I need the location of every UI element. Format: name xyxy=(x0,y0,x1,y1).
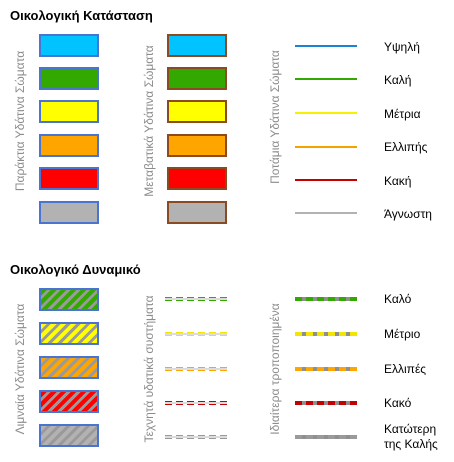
river-line-poor xyxy=(295,146,357,148)
river-line-bad xyxy=(295,179,357,181)
coastal-swatch-bad xyxy=(39,167,99,190)
artificial-label: Τεχνητά υδατικά συστήματα xyxy=(142,295,156,443)
river-line-moderate xyxy=(295,112,357,114)
coastal-swatch-moderate xyxy=(39,100,99,123)
artificial-line-bad xyxy=(165,401,227,405)
lake-swatch-poor xyxy=(39,356,99,379)
lake-swatch-bad xyxy=(39,390,99,413)
status-label-good: Καλή xyxy=(384,73,412,87)
transitional-swatch-bad xyxy=(167,167,227,190)
status-label-moderate: Μέτρια xyxy=(384,107,421,121)
transitional-swatch-unknown xyxy=(167,201,227,224)
modified-line-moderate xyxy=(295,332,357,336)
status-label-bad: Κακή xyxy=(384,174,412,188)
lake-label: Λιμναία Υδάτινα Σώματα xyxy=(13,303,27,435)
river-label: Ποτάμια Υδάτινα Σώματα xyxy=(268,50,282,184)
artificial-line-lower xyxy=(165,435,227,439)
coastal-swatch-high xyxy=(39,34,99,57)
potential-label-lower: Κατώτερη της Καλής xyxy=(384,422,438,451)
lake-swatch-lower xyxy=(39,424,99,447)
potential-title: Οικολογικό Δυναμικό xyxy=(10,262,141,277)
transitional-swatch-good xyxy=(167,67,227,90)
modified-line-poor xyxy=(295,367,357,371)
transitional-swatch-high xyxy=(167,34,227,57)
transitional-swatch-moderate xyxy=(167,100,227,123)
coastal-swatch-unknown xyxy=(39,201,99,224)
artificial-line-moderate xyxy=(165,332,227,336)
coastal-label: Παράκτια Υδάτινα Σώματα xyxy=(13,50,27,192)
status-label-high: Υψηλή xyxy=(384,40,420,54)
lake-swatch-good xyxy=(39,288,99,311)
modified-line-lower xyxy=(295,435,357,439)
potential-label-bad: Κακό xyxy=(384,396,412,410)
river-line-good xyxy=(295,78,357,80)
transitional-swatch-poor xyxy=(167,134,227,157)
transitional-label: Μεταβατικά Υδάτινα Σώματα xyxy=(142,45,156,197)
lake-swatch-moderate xyxy=(39,322,99,345)
potential-label-moderate: Μέτριο xyxy=(384,327,421,341)
modified-line-bad xyxy=(295,401,357,405)
status-label-poor: Ελλιπής xyxy=(384,140,428,154)
artificial-line-good xyxy=(165,297,227,301)
river-line-high xyxy=(295,45,357,47)
modified-line-good xyxy=(295,297,357,301)
potential-label-poor: Ελλιπές xyxy=(384,362,427,376)
artificial-line-poor xyxy=(165,367,227,371)
coastal-swatch-good xyxy=(39,67,99,90)
potential-label-good: Καλό xyxy=(384,292,412,306)
coastal-swatch-poor xyxy=(39,134,99,157)
status-title: Οικολογική Κατάσταση xyxy=(10,8,153,23)
modified-label: Ιδιαίτερα τροποποιημένα xyxy=(268,303,282,435)
status-label-unknown: Άγνωστη xyxy=(384,207,432,221)
river-line-unknown xyxy=(295,212,357,214)
